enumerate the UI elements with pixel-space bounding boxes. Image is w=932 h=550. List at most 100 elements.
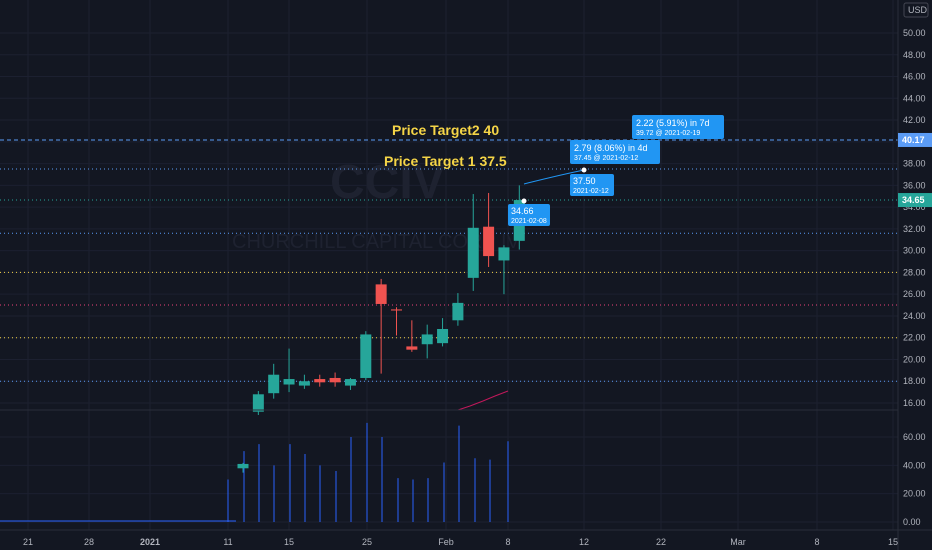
volume-tick-label: 60.00 [903, 432, 926, 442]
forecast-point [581, 167, 587, 173]
candle [237, 462, 249, 473]
moving-average-line [457, 390, 509, 411]
price-axis-tag-label: 40.17 [902, 135, 925, 145]
candle [314, 374, 326, 387]
forecast-box-line2: 2021-02-12 [573, 188, 609, 195]
forecast-box-line1: 37.50 [573, 176, 596, 186]
volume-tick-label: 20.00 [903, 489, 926, 499]
candle-body [437, 329, 449, 344]
candle [268, 363, 280, 399]
candle [329, 372, 341, 387]
x-tick-label: Mar [730, 537, 746, 547]
candle-body [344, 379, 356, 386]
candle-body [283, 379, 295, 385]
x-tick-label: 25 [362, 537, 372, 547]
watermark-ticker: CCIV [330, 156, 445, 209]
y-tick-label: 44.00 [903, 93, 926, 103]
price-target-2-label: Price Target2 40 [392, 122, 499, 138]
volume-axis: 60.00 40.00 20.00 0.00 [903, 432, 926, 527]
forecast-box-line2: 39.72 @ 2021-02-19 [636, 130, 700, 137]
price-axis-tag [898, 193, 932, 208]
y-axis: 50.0048.0046.0044.0042.0040.0038.0036.00… [903, 28, 926, 408]
y-tick-label: 26.00 [903, 289, 926, 299]
y-tick-label: 20.00 [903, 354, 926, 364]
price-target-1-label: Price Target 1 37.5 [384, 153, 507, 169]
price-axis-tag-label: 34.65 [902, 195, 925, 205]
candle [452, 293, 464, 326]
x-tick-label: 15 [284, 537, 294, 547]
candle [283, 348, 295, 393]
price-lines [0, 139, 898, 382]
volume-tick-label: 40.00 [903, 460, 926, 470]
candle-body [375, 284, 387, 304]
y-tick-label: 42.00 [903, 115, 926, 125]
candle-body [360, 334, 372, 378]
candle-body [467, 227, 479, 278]
candle-body [298, 381, 310, 386]
candle [375, 278, 387, 374]
forecast-box-line2: 37.45 @ 2021-02-12 [574, 155, 638, 162]
candle [483, 192, 495, 267]
forecast-box: 2.79 (8.06%) in 4d 37.45 @ 2021-02-12 [570, 140, 660, 164]
volume-bars [0, 422, 509, 522]
candle-body [498, 247, 510, 261]
price-axis-tag [898, 132, 932, 147]
annotations: Price Target2 40 Price Target 1 37.5 [384, 122, 507, 169]
x-tick-label: 28 [84, 537, 94, 547]
y-tick-label: 16.00 [903, 398, 926, 408]
y-tick-label: 46.00 [903, 72, 926, 82]
watermark: CCIV CHURCHILL CAPITAL CORP IV [232, 156, 521, 253]
candle [252, 391, 264, 415]
candle-body [421, 334, 433, 345]
candle-body [452, 302, 464, 321]
y-tick-label: 24.00 [903, 311, 926, 321]
currency-badge[interactable]: USD [903, 2, 929, 18]
y-tick-label: 48.00 [903, 50, 926, 60]
candle [406, 320, 418, 352]
candle [437, 318, 449, 347]
x-tick-label: 11 [223, 537, 232, 547]
y-tick-label: 34.00 [903, 202, 926, 212]
candle-body [268, 374, 280, 394]
forecast-box-line1: 2.79 (8.06%) in 4d [574, 143, 648, 153]
x-tick-label: 21 [23, 537, 33, 547]
y-tick-label: 22.00 [903, 333, 926, 343]
x-tick-label: 2021 [140, 537, 160, 547]
y-tick-label: 28.00 [903, 267, 926, 277]
candle-body [314, 379, 326, 383]
y-tick-label: 30.00 [903, 246, 926, 256]
candle [467, 194, 479, 291]
candle-body [406, 346, 418, 350]
candle-body [252, 394, 264, 412]
forecast: 2.22 (5.91%) in 7d 39.72 @ 2021-02-19 2.… [508, 115, 724, 226]
y-tick-label: 32.00 [903, 224, 926, 234]
watermark-name: CHURCHILL CAPITAL CORP IV [232, 231, 521, 253]
x-tick-label: 22 [656, 537, 666, 547]
candle [360, 331, 372, 381]
y-tick-label: 38.00 [903, 159, 926, 169]
forecast-box: 2.22 (5.91%) in 7d 39.72 @ 2021-02-19 [632, 115, 724, 139]
x-tick-label: 8 [814, 537, 819, 547]
candle [298, 374, 310, 389]
x-tick-label: 8 [505, 537, 510, 547]
forecast-box-line1: 2.22 (5.91%) in 7d [636, 118, 710, 128]
forecast-point [521, 198, 527, 204]
candle-body [237, 463, 249, 469]
forecast-curve [523, 169, 585, 185]
forecast-box-line2: 2021-02-08 [511, 218, 547, 225]
y-tick-label: 36.00 [903, 180, 926, 190]
currency-label: USD [908, 5, 928, 15]
candle [391, 307, 402, 336]
x-tick-label: 15 [888, 537, 898, 547]
x-tick-label: 12 [579, 537, 589, 547]
grid [0, 0, 898, 530]
candle [498, 245, 510, 295]
x-tick-label: Feb [438, 537, 454, 547]
candle-body [391, 309, 402, 311]
candle-body [329, 377, 341, 383]
forecast-box: 34.66 2021-02-08 [508, 204, 550, 226]
volume-tick-label: 0.00 [903, 517, 921, 527]
forecast-box-line1: 34.66 [511, 206, 534, 216]
